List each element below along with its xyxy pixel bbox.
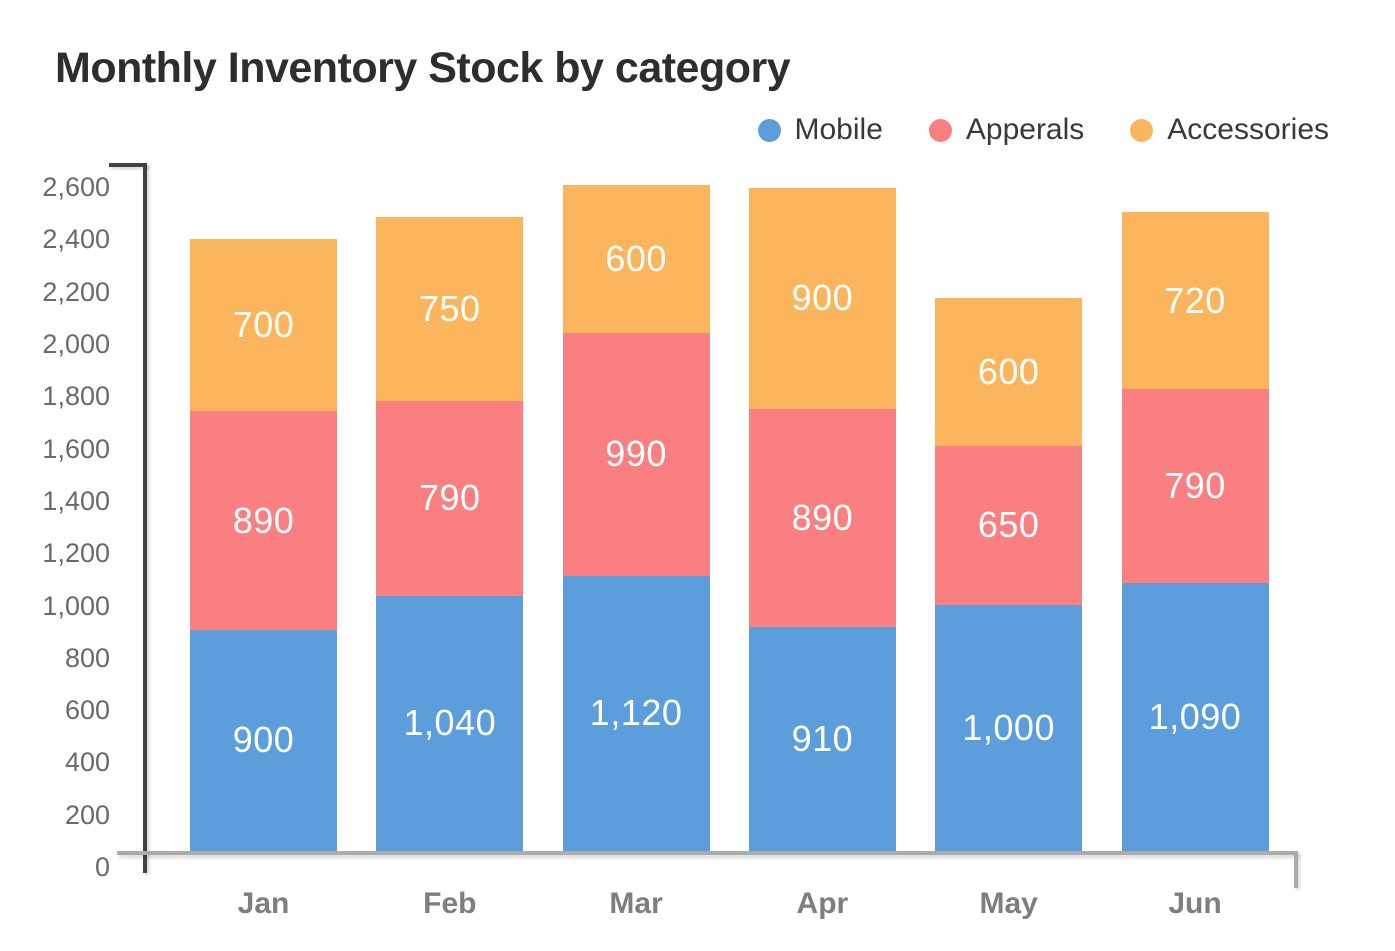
bar-value-label: 900 (791, 277, 854, 319)
bar-segment-accessories-mar[interactable]: 600 (562, 185, 710, 333)
bar-value-label: 1,090 (1148, 696, 1242, 738)
bar-value-label: 1,120 (589, 692, 683, 734)
bar-value-label: 890 (232, 499, 295, 541)
bar-value-label: 1,000 (962, 707, 1055, 749)
x-axis-label-feb: Feb (423, 887, 477, 920)
x-axis-end-tick (1294, 851, 1298, 888)
x-axis-line (117, 851, 1298, 855)
y-tick-label-200: 200 (64, 799, 110, 830)
bar-feb: 1,040 790 750 (376, 217, 524, 851)
y-tick-label-1000: 1,000 (42, 590, 110, 621)
bar-jun: 1,090 790 720 (1121, 212, 1269, 851)
bar-may: 1,000 650 600 (935, 298, 1083, 851)
bar-value-label: 720 (1164, 279, 1226, 321)
legend-item-accessories[interactable]: Accessories (1130, 113, 1329, 147)
bar-value-label: 1,040 (403, 702, 497, 744)
bar-segment-mobile-apr[interactable]: 910 (748, 627, 896, 851)
y-axis-top-tick (109, 163, 147, 167)
y-tick-label-1600: 1,600 (42, 433, 110, 464)
x-axis-label-jan: Jan (237, 887, 290, 920)
bar-apr: 910 890 900 (748, 187, 896, 851)
bar-value-label: 790 (1164, 465, 1226, 507)
bar-segment-accessories-may[interactable]: 600 (935, 298, 1083, 446)
bar-segment-mobile-jun[interactable]: 1,090 (1121, 583, 1269, 851)
y-tick-label-2600: 2,600 (42, 172, 110, 203)
x-axis-label-may: May (979, 887, 1038, 920)
bar-segment-mobile-may[interactable]: 1,000 (935, 605, 1083, 851)
x-axis-label-mar: Mar (609, 887, 663, 920)
legend-dot-mobile (757, 118, 781, 142)
bar-value-label: 900 (232, 719, 295, 761)
bar-value-label: 890 (791, 497, 854, 539)
legend-dot-apperals (928, 118, 952, 142)
bar-segment-accessories-apr[interactable]: 900 (748, 187, 896, 409)
bar-segment-apperals-jun[interactable]: 790 (1121, 389, 1269, 584)
y-tick-label-400: 400 (64, 747, 110, 778)
y-tick-label-800: 800 (64, 642, 110, 673)
y-axis-line (143, 163, 147, 873)
legend-item-apperals[interactable]: Apperals (928, 113, 1085, 147)
y-tick-label-0: 0 (94, 852, 110, 882)
bar-value-label: 600 (977, 350, 1040, 392)
bar-segment-apperals-feb[interactable]: 790 (376, 401, 524, 596)
bar-value-label: 990 (605, 433, 667, 475)
bar-segment-apperals-apr[interactable]: 890 (748, 408, 896, 628)
bar-jan: 900 890 700 (190, 239, 337, 851)
bar-segment-accessories-jan[interactable]: 700 (190, 239, 337, 412)
y-tick-label-2400: 2,400 (42, 224, 110, 255)
bar-value-label: 790 (419, 477, 481, 519)
legend-item-mobile[interactable]: Mobile (757, 113, 883, 147)
bar-value-label: 750 (419, 288, 481, 330)
y-tick-label-1400: 1,400 (42, 485, 110, 516)
y-tick-label-1800: 1,800 (42, 381, 110, 412)
y-tick-label-600: 600 (64, 695, 110, 726)
x-axis-label-jun: Jun (1168, 887, 1222, 920)
legend-label: Apperals (965, 113, 1085, 146)
bar-segment-mobile-jan[interactable]: 900 (190, 629, 337, 851)
legend-dot-accessories (1130, 118, 1154, 142)
bar-value-label: 600 (605, 237, 667, 279)
chart-title: Monthly Inventory Stock by category (55, 44, 791, 92)
bar-value-label: 650 (977, 504, 1040, 546)
y-tick-label-1200: 1,200 (42, 538, 110, 569)
y-tick-label-2000: 2,000 (42, 329, 110, 359)
legend: Mobile Apperals Accessories (757, 113, 1329, 147)
bar-segment-apperals-may[interactable]: 650 (935, 445, 1083, 606)
legend-label: Mobile (794, 113, 883, 146)
bar-value-label: 700 (232, 304, 295, 346)
bar-segment-mobile-feb[interactable]: 1,040 (376, 595, 524, 851)
x-axis-label-apr: Apr (796, 887, 849, 920)
bar-value-label: 910 (791, 718, 854, 760)
y-tick-label-2200: 2,200 (42, 276, 110, 307)
bar-segment-apperals-mar[interactable]: 990 (562, 332, 710, 576)
bar-mar: 1,120 990 600 (562, 185, 710, 851)
legend-label: Accessories (1167, 113, 1329, 146)
bar-segment-apperals-jan[interactable]: 890 (190, 411, 337, 630)
bar-segment-accessories-feb[interactable]: 750 (376, 217, 524, 402)
bar-segment-mobile-mar[interactable]: 1,120 (562, 575, 710, 851)
bar-segment-accessories-jun[interactable]: 720 (1121, 212, 1269, 390)
